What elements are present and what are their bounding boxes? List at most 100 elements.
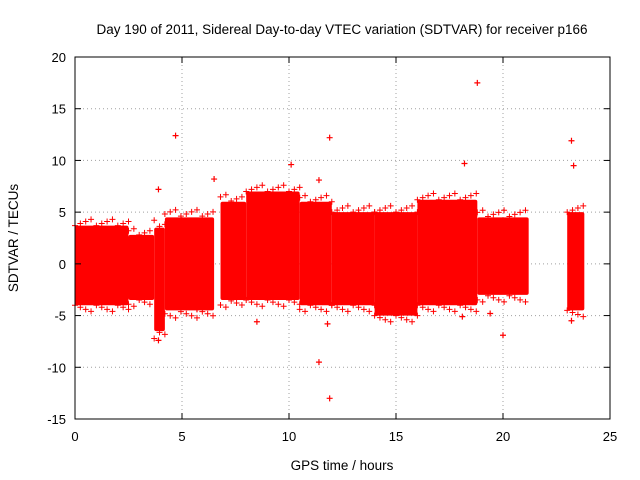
band-edge-marker-top bbox=[318, 194, 325, 201]
band-edge-marker-bottom bbox=[473, 308, 480, 315]
x-tick-label: 25 bbox=[603, 429, 617, 444]
y-tick-label: 10 bbox=[52, 153, 66, 168]
band-edge-marker-bottom bbox=[228, 297, 235, 304]
band-edge-marker-bottom bbox=[264, 297, 271, 304]
band-edge-marker-top bbox=[495, 209, 502, 216]
band-edge-marker-top bbox=[328, 198, 335, 205]
band-edge-marker-bottom bbox=[435, 302, 442, 309]
x-tick-label: 15 bbox=[389, 429, 403, 444]
band-edge-marker-bottom bbox=[156, 329, 163, 336]
band-edge-marker-bottom bbox=[430, 308, 437, 315]
band-edge-marker-top bbox=[275, 184, 282, 191]
outlier-point bbox=[461, 160, 468, 167]
band-edge-marker-top bbox=[366, 202, 373, 209]
x-tick-label: 20 bbox=[496, 429, 510, 444]
band-edge-marker-top bbox=[167, 208, 174, 215]
band-edge-marker-bottom bbox=[238, 302, 245, 309]
band-edge-marker-top bbox=[114, 222, 121, 229]
outlier-point bbox=[500, 332, 506, 339]
band-edge-marker-top bbox=[222, 191, 229, 198]
band-edge-marker-top bbox=[473, 190, 480, 197]
band-edge-marker-top bbox=[344, 202, 351, 209]
band-edge-marker-bottom bbox=[574, 311, 581, 318]
band-edge-marker-bottom bbox=[344, 308, 351, 315]
band-edge-marker-bottom bbox=[467, 306, 474, 313]
band-edge-markers bbox=[474, 207, 529, 305]
band-edge-marker-bottom bbox=[77, 304, 84, 311]
band-edge-marker-bottom bbox=[462, 304, 469, 311]
outlier-point bbox=[459, 313, 466, 320]
outlier-point bbox=[253, 318, 260, 325]
band-edge-marker-bottom bbox=[485, 292, 492, 299]
band-edge-marker-bottom bbox=[248, 299, 255, 306]
band-edge-marker-top bbox=[435, 196, 442, 203]
x-tick-label: 10 bbox=[282, 429, 296, 444]
x-axis-ticks: 0 5 10 15 20 25 bbox=[71, 57, 617, 444]
band-edge-marker-top bbox=[328, 209, 335, 216]
band-edge-marker-top bbox=[517, 209, 524, 216]
band-edge-marker-bottom bbox=[409, 318, 416, 325]
data-band bbox=[220, 201, 247, 301]
band-edge-marker-bottom bbox=[419, 304, 426, 311]
band-edge-markers bbox=[564, 202, 587, 320]
y-tick-label: 0 bbox=[59, 257, 66, 272]
band-edge-markers bbox=[414, 190, 480, 315]
band-edge-marker-bottom bbox=[479, 298, 486, 305]
band-edge-marker-top bbox=[490, 211, 497, 218]
band-edge-marker-bottom bbox=[296, 306, 303, 313]
outlier-point bbox=[155, 337, 162, 344]
band-edge-marker-bottom bbox=[382, 316, 389, 323]
band-edge-marker-top bbox=[334, 207, 341, 214]
band-edge-marker-top bbox=[199, 213, 206, 220]
data-band bbox=[154, 227, 165, 332]
y-tick-label: 5 bbox=[59, 205, 66, 220]
y-tick-label: -15 bbox=[47, 412, 66, 427]
band-edge-marker-top bbox=[188, 208, 195, 215]
data-bands bbox=[72, 182, 587, 342]
band-edge-marker-bottom bbox=[580, 313, 587, 320]
band-edge-marker-bottom bbox=[269, 299, 276, 306]
band-edge-marker-top bbox=[77, 220, 84, 227]
band-edge-marker-bottom bbox=[183, 310, 190, 317]
band-edge-marker-bottom bbox=[222, 304, 229, 311]
band-edge-marker-bottom bbox=[414, 312, 421, 319]
band-edge-marker-bottom bbox=[334, 304, 341, 311]
band-edge-marker-top bbox=[441, 194, 448, 201]
band-edge-markers bbox=[217, 191, 245, 311]
band-edge-marker-top bbox=[136, 231, 143, 238]
band-edge-marker-bottom bbox=[104, 306, 111, 313]
band-edge-marker-top bbox=[238, 193, 245, 200]
band-edge-marker-bottom bbox=[259, 303, 266, 310]
band-edge-marker-bottom bbox=[403, 316, 410, 323]
band-edge-marker-bottom bbox=[506, 292, 513, 299]
band-edge-marker-top bbox=[580, 202, 587, 209]
data-band bbox=[417, 199, 478, 306]
band-edge-marker-bottom bbox=[167, 312, 174, 319]
data-band bbox=[477, 217, 529, 295]
y-tick-label: -10 bbox=[47, 360, 66, 375]
band-edge-marker-top bbox=[193, 206, 200, 213]
outlier-point bbox=[568, 317, 575, 324]
data-band bbox=[567, 212, 585, 311]
y-tick-label: 15 bbox=[52, 102, 66, 117]
band-edge-marker-top bbox=[479, 207, 486, 214]
band-edge-markers bbox=[161, 206, 217, 321]
band-edge-marker-bottom bbox=[161, 310, 168, 317]
band-edge-marker-bottom bbox=[146, 301, 153, 308]
band-edge-markers bbox=[125, 225, 153, 310]
band-edge-markers bbox=[243, 182, 303, 310]
band-edge-marker-top bbox=[350, 209, 357, 216]
outlier-point bbox=[326, 395, 333, 402]
band-edge-marker-top bbox=[430, 190, 437, 197]
y-tick-label: 20 bbox=[52, 50, 66, 65]
band-edge-marker-top bbox=[376, 207, 383, 214]
band-edge-marker-bottom bbox=[457, 302, 464, 309]
band-edge-marker-top bbox=[291, 186, 298, 193]
outlier-point bbox=[288, 161, 295, 168]
band-edge-marker-bottom bbox=[339, 306, 346, 313]
chart-title: Day 190 of 2011, Sidereal Day-to-day VTE… bbox=[97, 22, 588, 37]
band-edge-marker-top bbox=[248, 186, 255, 193]
band-edge-marker-bottom bbox=[141, 299, 148, 306]
x-tick-label: 0 bbox=[71, 429, 78, 444]
band-edge-marker-bottom bbox=[446, 306, 453, 313]
